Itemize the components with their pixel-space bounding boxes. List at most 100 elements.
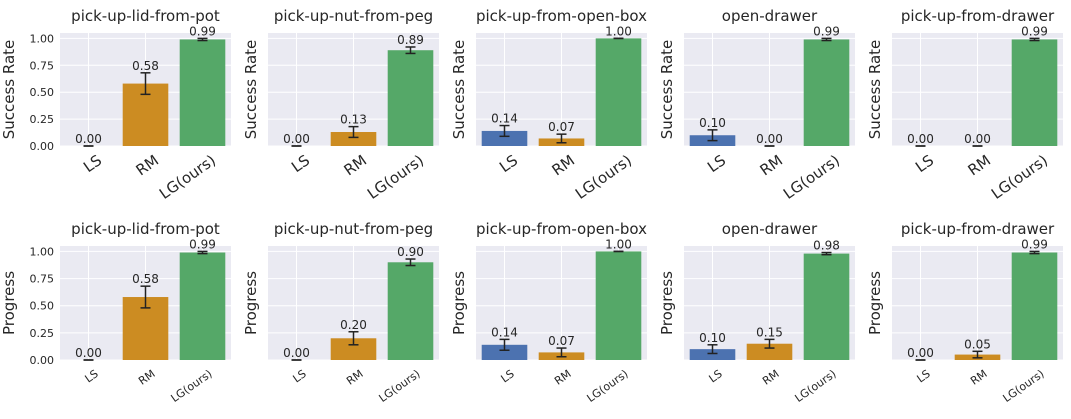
subplot-title: pick-up-from-drawer [901,7,1055,25]
value-label: 0.99 [813,24,840,38]
x-tick-label: LS [496,151,521,176]
y-tick-label: 1.00 [30,245,55,258]
value-label: 0.20 [340,318,367,332]
x-tick-label: LS [914,367,932,385]
subplot-progress-3: 0.14 LS 0.07 RM 1.00 LG(ours) Progress pick-up-… [450,220,647,405]
value-label: 0.99 [1021,237,1048,251]
y-tick-label: 1.00 [30,32,55,45]
y-axis-label: Progress [866,271,884,335]
subplot-title: open-drawer [722,220,818,238]
x-tick-label: RM [965,151,994,179]
bar-lgours [803,253,850,360]
x-tick-label: LG(ours) [156,151,219,203]
bar-lgours [179,252,226,360]
x-tick-label: RM [133,151,162,179]
bar-rm [330,338,377,360]
y-tick-label: 0.25 [30,113,55,126]
bar-lgours [387,50,434,146]
value-label: 0.00 [756,132,783,146]
value-label: 0.99 [189,24,216,38]
x-tick-label: LG(ours) [988,151,1051,203]
y-axis-label: Progress [658,271,676,335]
x-tick-label: LG(ours) [572,151,635,203]
y-tick-label: 0.50 [30,86,55,99]
subplot-title: pick-up-lid-from-pot [71,7,220,25]
y-axis-label: Progress [0,271,18,335]
bar-ls [689,349,736,360]
subplot-success-5: 0.00 LS 0.00 RM 0.99 LG(ours) Success Rate pick… [866,7,1063,203]
value-label: 0.13 [340,113,367,127]
value-label: 0.14 [491,112,518,126]
y-axis-label: Success Rate [658,40,676,140]
x-tick-label: LG(ours) [585,367,631,405]
value-label: 0.05 [964,337,991,351]
subplot-title: pick-up-nut-from-peg [274,220,433,238]
y-axis-label: Success Rate [0,40,18,140]
subplot-success-1: 0.00 LS 0.58 RM 0.99 LG(ours) 0.00 0.25 0.50 0.75… [0,7,231,203]
y-tick-label: 0.25 [30,327,55,340]
subplot-success-3: 0.14 LS 0.07 RM 1.00 LG(ours) Success Rate pick… [450,7,647,203]
bar-lgours [387,262,434,360]
x-tick-label: LG(ours) [169,367,215,405]
value-label: 1.00 [605,237,632,251]
x-tick-label: RM [760,367,781,387]
x-tick-label: RM [968,367,989,387]
x-tick-label: RM [344,367,365,387]
subplot-progress-1: 0.00 LS 0.58 RM 0.99 LG(ours) 0.00 0.25 0.50 0.75… [0,220,231,405]
x-tick-label: LS [80,151,105,176]
x-tick-label: RM [549,151,578,179]
bar-lgours [1011,39,1058,147]
value-label: 0.10 [699,116,726,130]
bar-lgours [803,39,850,147]
subplot-progress-2: 0.00 LS 0.20 RM 0.90 LG(ours) Progress pick-up-… [242,220,439,405]
bar-lgours [595,38,642,146]
y-axis-label: Success Rate [866,40,884,140]
bar-lgours [1011,252,1058,360]
subplot-progress-4: 0.10 LS 0.15 RM 0.98 LG(ours) Progress open-dra… [658,220,855,405]
subplot-title: pick-up-from-open-box [476,7,647,25]
value-label: 0.00 [75,346,102,360]
x-tick-label: LG(ours) [780,151,843,203]
x-tick-label: LS [706,367,724,385]
subplot-success-4: 0.10 LS 0.00 RM 0.99 LG(ours) Success Rate open… [658,7,855,203]
value-label: 0.00 [283,346,310,360]
x-tick-label: LS [82,367,100,385]
value-label: 0.99 [1021,24,1048,38]
x-tick-label: LG(ours) [364,151,427,203]
bar-ls [481,130,528,146]
y-axis-label: Progress [450,271,468,335]
value-label: 1.00 [605,24,632,38]
subplot-title: pick-up-from-drawer [901,220,1055,238]
bar-lgours [595,251,642,360]
y-tick-label: 0.50 [30,300,55,313]
y-tick-label: 0.00 [30,354,55,367]
bar-rm [330,132,377,146]
bar-lgours [179,39,226,147]
y-tick-label: 0.00 [30,140,55,153]
x-tick-label: LS [912,151,937,176]
bar-ls [481,344,528,360]
value-label: 0.00 [75,132,102,146]
value-label: 0.07 [548,334,575,348]
y-tick-label: 0.75 [30,59,55,72]
y-axis-label: Progress [242,271,260,335]
subplot-title: pick-up-from-open-box [476,220,647,238]
y-axis-label: Success Rate [450,40,468,140]
subplot-title: pick-up-nut-from-peg [274,7,433,25]
x-tick-label: LS [498,367,516,385]
x-tick-label: RM [757,151,786,179]
value-label: 0.14 [491,325,518,339]
x-tick-label: RM [136,367,157,387]
value-label: 0.15 [756,325,783,339]
x-tick-label: LS [704,151,729,176]
value-label: 0.00 [283,132,310,146]
bar-rm [746,343,793,360]
value-label: 0.99 [189,237,216,251]
y-axis-label: Success Rate [242,40,260,140]
x-tick-label: RM [552,367,573,387]
x-tick-label: RM [341,151,370,179]
x-tick-label: LS [290,367,308,385]
subplot-progress-5: 0.00 LS 0.05 RM 0.99 LG(ours) Progress pick-up-… [866,220,1063,405]
value-label: 0.89 [397,33,424,47]
value-label: 0.58 [132,272,159,286]
